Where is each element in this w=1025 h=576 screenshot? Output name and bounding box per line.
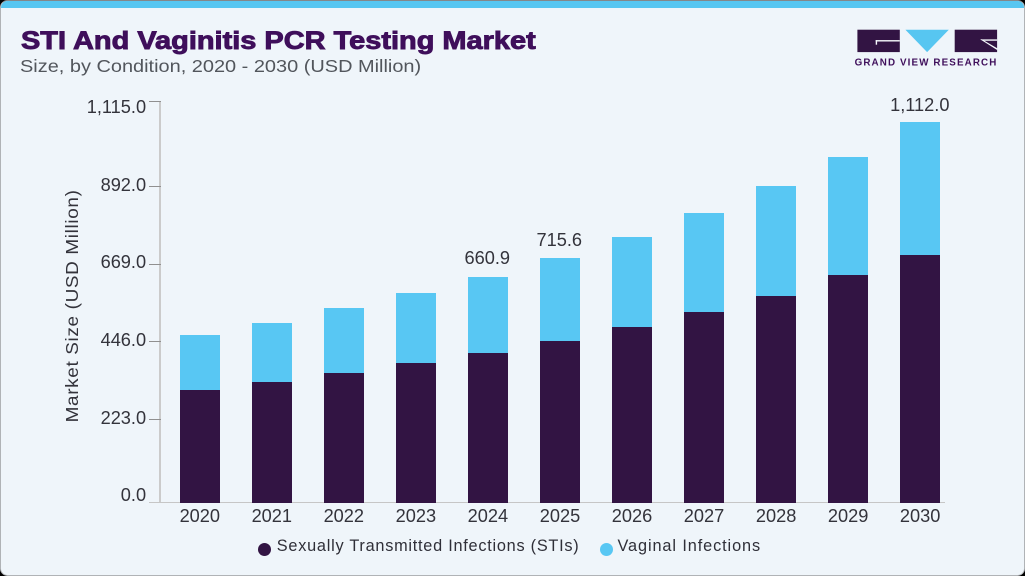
svg-text:GRAND VIEW RESEARCH: GRAND VIEW RESEARCH (855, 58, 998, 69)
